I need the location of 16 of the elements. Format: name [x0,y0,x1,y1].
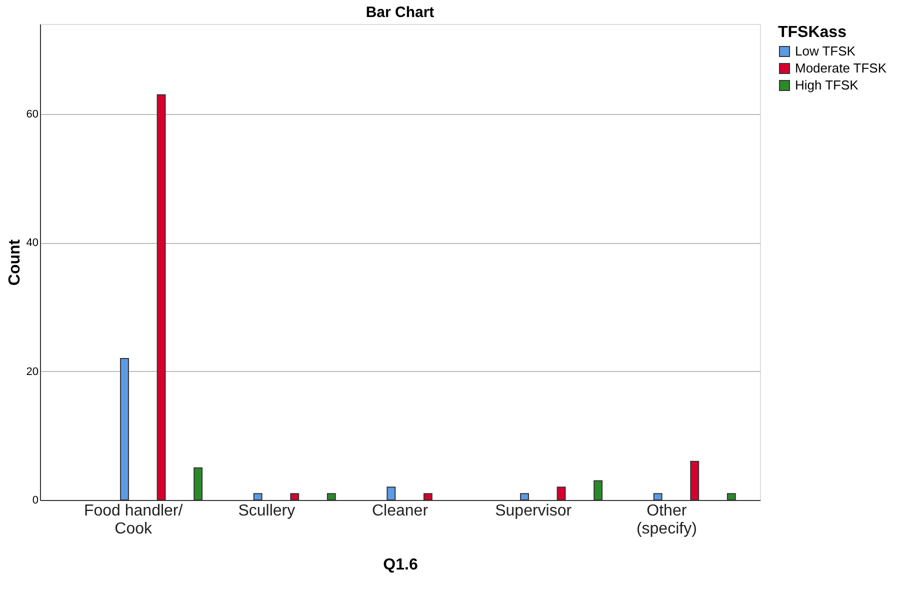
y-tick-label: 0 [32,494,38,506]
x-tick-label: Supervisor [495,502,572,520]
legend-label: Moderate TFSK [795,60,887,76]
legend-title: TFSKass [778,24,847,41]
y-axis-title: Count [6,238,24,286]
y-tick-label: 20 [26,366,38,378]
x-axis-title: Q1.6 [383,556,418,574]
y-tick-label: 60 [26,108,38,121]
x-tick-label: Scullery [238,502,296,520]
legend-label: Low TFSK [795,44,856,58]
y-tick-label: 40 [26,237,38,250]
legend-label: High TFSK [795,78,859,92]
x-tick-label: Food handler/ Cook [84,502,184,538]
x-tick-label: Other (specify) [636,502,697,538]
x-tick-label: Cleaner [372,502,429,520]
chart-title: Bar Chart [366,4,434,21]
